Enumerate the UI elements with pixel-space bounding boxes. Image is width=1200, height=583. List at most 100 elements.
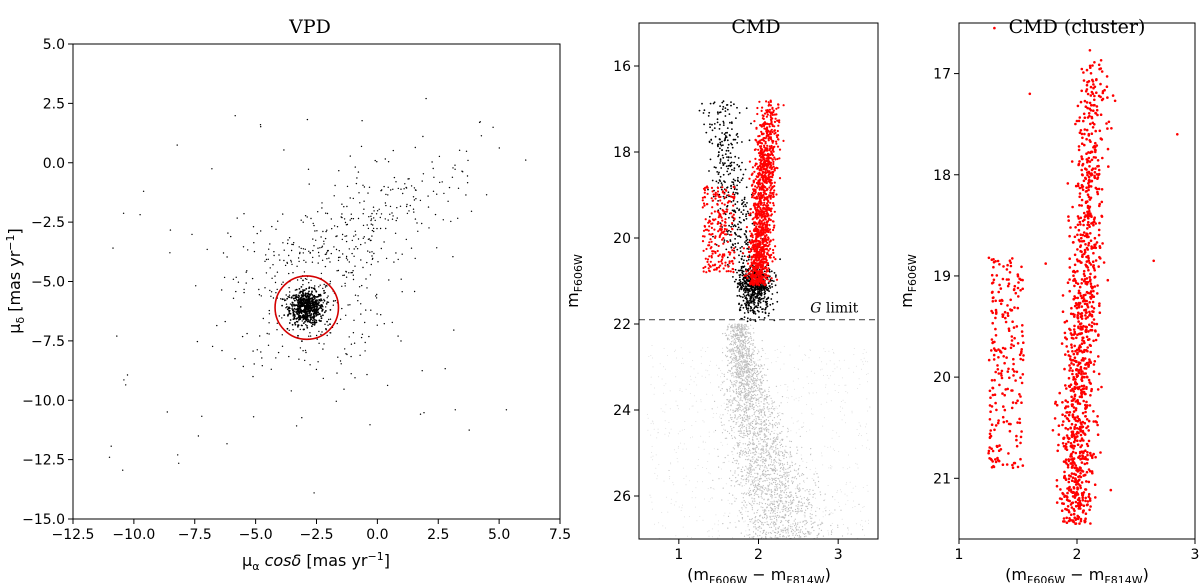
cmd-background-star [744, 361, 746, 363]
cmd-background-star [780, 494, 782, 496]
cmd-background-star [729, 512, 731, 514]
cmd-background-star [766, 451, 768, 453]
cmd-background-star [739, 381, 741, 383]
vpd-star-point [302, 248, 305, 250]
cmd-background-star [754, 389, 756, 391]
cmd-background-star [726, 355, 729, 357]
vpd-star-point [227, 232, 229, 234]
vpd-y-tick-label: −2.5 [31, 215, 65, 231]
cmd-background-star [785, 519, 787, 522]
cmd-background-star [800, 536, 802, 538]
cmd-background-star [691, 405, 693, 407]
cmd-background-star [780, 402, 782, 404]
cmd-background-star [838, 505, 840, 507]
cmd-background-star [726, 399, 728, 401]
cmd-background-star [755, 486, 757, 488]
cmd-background-star [828, 377, 830, 379]
cmd-background-star [768, 429, 770, 431]
cmd-background-star [793, 477, 795, 479]
vpd-star-point [261, 357, 263, 359]
cmd-background-star [759, 366, 761, 368]
cmd-background-star [799, 521, 801, 523]
cmd-background-star [753, 452, 755, 454]
cmd-background-star [780, 481, 782, 483]
cmd-background-star [740, 470, 742, 473]
cmd-background-star [752, 432, 754, 434]
cmd-background-star [777, 412, 779, 414]
vpd-star-point [354, 377, 356, 379]
cmd-background-star [801, 473, 804, 475]
cmd-background-star [739, 343, 741, 345]
vpd-star-point [290, 261, 293, 263]
cmd-background-star [851, 410, 853, 412]
cmd-background-star [746, 468, 748, 470]
vpd-star-point [313, 301, 316, 304]
cmd-background-star [766, 523, 768, 526]
cmd-background-star [838, 385, 840, 386]
cmd-background-star [756, 398, 758, 400]
cmd-background-star [703, 421, 705, 423]
cmd-background-star [798, 501, 800, 503]
cmd-background-star [760, 496, 762, 498]
cmd-background-star [806, 431, 807, 433]
cmd-background-star [767, 487, 769, 489]
cmd-background-star [750, 471, 752, 473]
cmd-background-star [763, 516, 766, 519]
cmd-field-star [756, 293, 758, 295]
cmd-background-star [734, 472, 736, 474]
cmd-background-star [684, 421, 686, 422]
vpd-star-point [353, 255, 355, 257]
cmd-background-star [790, 495, 792, 497]
cmd-background-star [745, 419, 747, 421]
vpd-star-point [293, 313, 296, 316]
cmd-background-star [748, 351, 750, 353]
cmd-background-star [842, 407, 844, 409]
cmd-background-star [744, 432, 746, 434]
cmd-field-star [742, 299, 745, 302]
cmd-background-star [774, 510, 776, 512]
cmd-background-star [734, 328, 736, 330]
cmd-background-star [758, 496, 760, 498]
cmd-background-star [770, 468, 772, 470]
cmd-background-star [741, 371, 744, 373]
vpd-star-point [308, 282, 310, 284]
cmd-background-star [842, 524, 844, 525]
cmd-background-star [750, 368, 752, 370]
vpd-star-point [283, 249, 285, 251]
cmd-background-star [793, 399, 795, 401]
cmd-background-star [745, 480, 747, 482]
vpd-star-point [468, 429, 470, 431]
cmd-background-star [789, 451, 791, 453]
cmd-background-star [786, 528, 788, 531]
vpd-star-point [235, 290, 237, 293]
cmd-background-star [753, 384, 755, 386]
cmd-background-star [733, 335, 735, 337]
cmd-background-star [746, 375, 748, 377]
vpd-star-point [466, 182, 469, 184]
cmd-background-star [740, 435, 742, 438]
vpd-star-point [272, 297, 275, 299]
cmd-background-star [763, 364, 766, 366]
cmd-background-star [740, 345, 742, 347]
vpd-star-point [295, 297, 298, 299]
cmd-background-star [761, 340, 763, 342]
cmd-background-star [732, 373, 734, 375]
cmd-field-star [765, 298, 768, 301]
vpd-star-point [297, 316, 300, 319]
cmd-background-star [741, 388, 744, 390]
cmd-background-star [739, 409, 741, 411]
cmd-background-star [744, 359, 746, 361]
cmd-background-star [817, 476, 819, 478]
vpd-x-tick-label: −7.5 [178, 527, 212, 543]
vpd-star-point [346, 259, 349, 261]
cmd-background-star [733, 349, 735, 351]
cmd-background-star [766, 477, 768, 480]
cmd-background-star [801, 458, 803, 460]
cmd-background-star [789, 491, 791, 493]
cmd-background-star [837, 490, 839, 492]
vpd-star-point [321, 246, 323, 249]
cmd-background-star [867, 410, 869, 412]
vpd-star-point [360, 259, 362, 261]
cmd-background-star [791, 460, 793, 462]
cmd-background-star [763, 469, 765, 471]
